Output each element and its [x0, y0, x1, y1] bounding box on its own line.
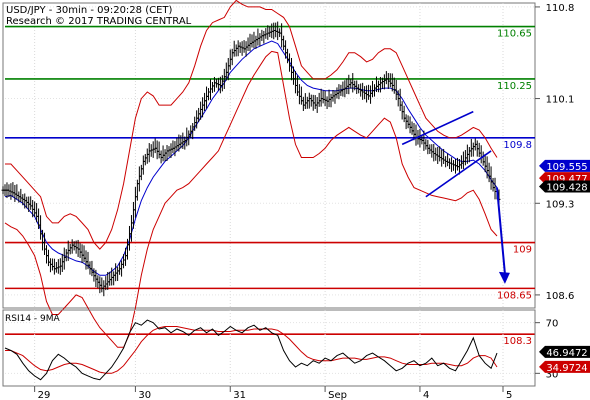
x-tick-label: 29: [38, 390, 51, 400]
price-box-upper: [539, 159, 590, 172]
y-tick-label: 109.3: [546, 199, 575, 210]
rsi-label: RSI14 - 9MA: [5, 314, 61, 324]
rsi-box-rsi_ma: [539, 360, 590, 373]
rsi-box-rsi: [539, 345, 590, 358]
level-label-support: 108.65: [497, 290, 532, 301]
forecast-arrow-head: [498, 271, 510, 284]
rsi-lines: [4, 319, 498, 381]
rsi-panel: 70 30 46.9472 34.9724 RSI14 - 9MA: [2, 309, 590, 387]
rsi-boxes: 46.9472 34.9724: [539, 345, 590, 374]
price-axis: 110.8 110.1 109.3 108.6: [535, 3, 574, 302]
level-label-support: 109: [513, 245, 532, 256]
price-panel-frame: [2, 2, 536, 309]
rsi-tick-label: 30: [546, 369, 559, 380]
y-tick-label: 108.6: [546, 291, 575, 302]
price-channel: [401, 110, 492, 198]
time-axis: 29 30 31 Sep 4 5: [34, 386, 512, 400]
rsi-axis: 70 30: [535, 319, 559, 380]
rsi-box-label-rsi: 46.9472: [546, 348, 587, 359]
channel-line: [425, 150, 492, 198]
x-tick-label: 31: [233, 390, 246, 400]
bollinger-upper-line: [5, 0, 498, 250]
rsi-box-label-rsi_ma: 34.9724: [546, 363, 587, 374]
bollinger-lower-line: [4, 50, 498, 348]
level-label-resistance: 110.65: [497, 29, 532, 40]
channel-line: [401, 110, 474, 146]
price-box-last: [539, 180, 590, 193]
chart-title: USD/JPY - 30min - 09:20:28 (CET): [6, 5, 173, 16]
forecast-arrow-shaft: [496, 187, 506, 274]
x-tick-label: 4: [423, 390, 429, 400]
x-tick-label: Sep: [328, 390, 347, 400]
price-box-label-mid: 109.477: [546, 174, 587, 185]
x-tick-label: 5: [506, 390, 512, 400]
level-label-support: 108.3: [503, 336, 532, 347]
level-label-resistance: 110.25: [497, 81, 532, 92]
y-tick-label: 110.8: [546, 3, 575, 14]
level-label-pivot: 109.8: [503, 140, 532, 151]
rsi-ma-line: [5, 326, 498, 374]
price-grid: [5, 3, 535, 308]
rsi-panel-frame: [2, 309, 536, 387]
price-box-label-upper: 109.555: [546, 162, 587, 173]
rsi-tick-label: 70: [546, 319, 559, 330]
rsi-line: [4, 319, 498, 381]
chart-subtitle: Research © 2017 TRADING CENTRAL: [6, 16, 192, 27]
price-box-label-last: 109.428: [546, 183, 587, 194]
y-tick-label: 110.1: [546, 95, 575, 106]
forecast-arrow: [496, 187, 510, 284]
x-tick-label: 30: [138, 390, 151, 400]
bollinger-bands: [4, 0, 498, 348]
moving-average-line: [4, 40, 498, 276]
price-bars: [1, 21, 501, 297]
